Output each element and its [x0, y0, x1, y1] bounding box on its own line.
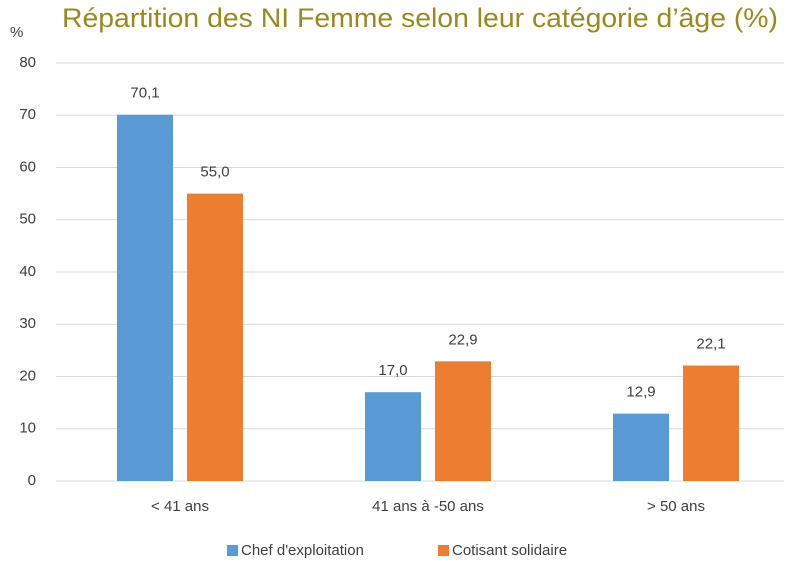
- legend-swatch: [438, 545, 449, 556]
- data-label: 55,0: [200, 164, 229, 181]
- bar: [613, 413, 669, 481]
- bar: [683, 365, 739, 481]
- data-label: 22,1: [696, 335, 725, 352]
- bar: [187, 193, 243, 481]
- y-tick-label: 30: [19, 315, 36, 332]
- data-label: 22,9: [448, 331, 477, 348]
- legend-swatch: [227, 545, 238, 556]
- y-tick-label: 40: [19, 263, 36, 280]
- y-tick-label: 50: [19, 211, 36, 228]
- chart-title: Répartition des NI Femme selon leur caté…: [62, 3, 778, 33]
- y-tick-label: 20: [19, 367, 36, 384]
- x-tick-label: > 50 ans: [647, 498, 705, 515]
- y-axis-label: %: [10, 24, 23, 41]
- y-tick-label: 0: [28, 472, 36, 489]
- data-label: 17,0: [378, 362, 407, 379]
- bar: [365, 392, 421, 481]
- y-tick-label: 70: [19, 106, 36, 123]
- x-tick-label: 41 ans à -50 ans: [372, 498, 484, 515]
- legend-label: Chef d'exploitation: [241, 542, 364, 559]
- y-tick-label: 60: [19, 158, 36, 175]
- bar: [117, 114, 173, 481]
- y-tick-label: 80: [19, 54, 36, 71]
- data-label: 70,1: [130, 85, 159, 102]
- x-tick-label: < 41 ans: [151, 498, 209, 515]
- y-tick-label: 10: [19, 420, 36, 437]
- legend-label: Cotisant solidaire: [452, 542, 567, 559]
- data-label: 12,9: [626, 384, 655, 401]
- bar: [435, 361, 491, 481]
